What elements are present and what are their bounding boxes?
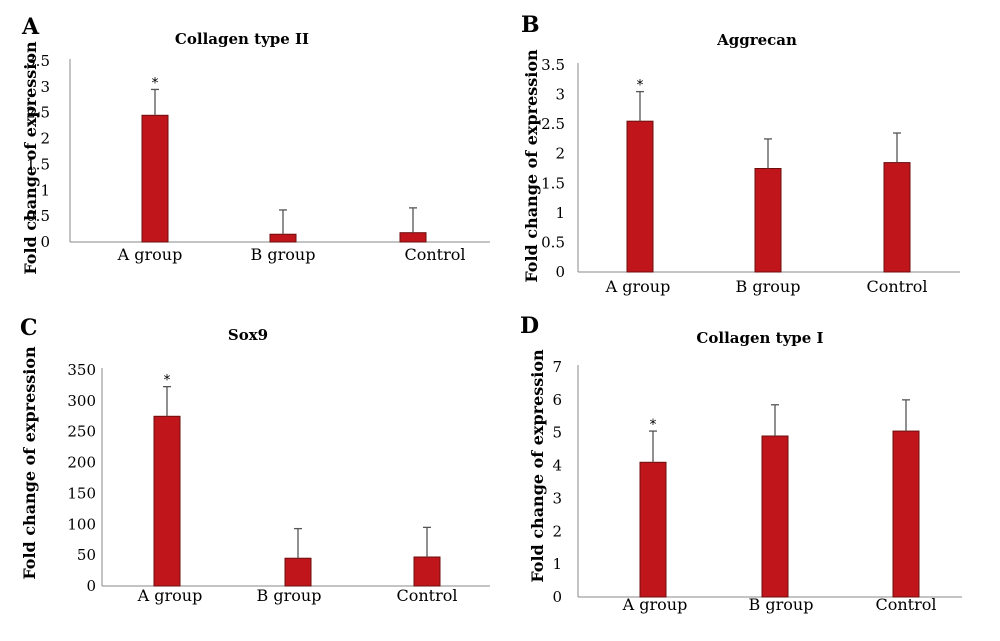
y-tick-label-d: 5 — [552, 424, 562, 442]
category-label-b-3: Control — [866, 277, 927, 296]
y-tick-label-d: 3 — [552, 489, 562, 507]
y-tick-label-a: 1.5 — [26, 155, 50, 173]
bar-b-3 — [883, 162, 911, 273]
y-tick-label-b: 3 — [555, 86, 565, 104]
bar-b-1 — [626, 120, 654, 273]
bar-c-2 — [284, 557, 312, 587]
bar-a-1 — [141, 114, 169, 243]
y-tick-label-b: 0.5 — [541, 233, 565, 251]
y-tick-label-a: 1 — [40, 181, 50, 199]
y-axis-label-d: Fold change of expression — [528, 349, 547, 583]
y-tick-label-d: 7 — [552, 358, 562, 376]
y-tick-label-b: 1.5 — [541, 174, 565, 192]
y-tick-label-d: 1 — [552, 555, 562, 573]
y-tick-label-a: 2 — [40, 130, 50, 148]
category-label-b-2: B group — [736, 277, 801, 296]
category-label-d-2: B group — [749, 595, 814, 614]
y-tick-label-c: 0 — [86, 577, 96, 595]
y-axis-label-b: Fold change of expression — [522, 49, 541, 283]
bar-d-2 — [761, 435, 789, 598]
panel-letter-a: A — [21, 14, 40, 40]
significance-marker-a: * — [152, 75, 159, 91]
significance-marker-d: * — [650, 417, 657, 433]
y-tick-label-c: 200 — [67, 454, 96, 472]
y-tick-label-c: 100 — [67, 515, 96, 533]
y-tick-label-d: 2 — [552, 522, 562, 540]
y-tick-label-d: 0 — [552, 588, 562, 606]
y-tick-label-b: 0 — [555, 263, 565, 281]
y-tick-label-d: 6 — [552, 391, 562, 409]
bar-b-2 — [754, 168, 782, 273]
chart-panel-c: C Sox9 Fold change of expression 0 50 100 150 2… — [20, 315, 490, 605]
y-tick-label-c: 50 — [77, 546, 96, 564]
chart-title-c: Sox9 — [228, 326, 268, 344]
y-tick-label-c: 250 — [67, 423, 96, 441]
bar-c-1 — [153, 415, 181, 587]
category-label-d-3: Control — [875, 595, 936, 614]
chart-panel-b: B Aggrecan Fold change of expression 0 0.5 1 1… — [521, 12, 960, 296]
significance-marker-b: * — [637, 78, 644, 94]
category-label-b-1: A group — [605, 277, 671, 296]
y-tick-label-c: 150 — [67, 484, 96, 502]
category-label-d-1: A group — [622, 595, 688, 614]
bar-c-3 — [413, 556, 441, 587]
y-tick-label-a: 3 — [40, 78, 50, 96]
y-axis-label-a: Fold change of expression — [21, 41, 40, 275]
y-tick-label-b: 2.5 — [541, 115, 565, 133]
y-tick-label-b: 1 — [555, 204, 565, 222]
y-tick-label-a: 2.5 — [26, 104, 50, 122]
bar-a-2 — [269, 233, 297, 243]
category-label-a-2: B group — [251, 245, 316, 264]
significance-marker-c: * — [164, 373, 171, 389]
category-label-c-3: Control — [396, 586, 457, 605]
chart-title-a: Collagen type II — [175, 30, 309, 48]
y-tick-label-c: 350 — [67, 361, 96, 379]
chart-panel-d: D Collagen type I Fold change of expressio… — [520, 313, 962, 614]
chart-panel-a: A Collagen type II Fold change of expressi… — [21, 14, 490, 275]
category-label-c-1: A group — [137, 586, 203, 605]
bar-d-1 — [639, 461, 667, 598]
category-label-a-3: Control — [404, 245, 465, 264]
y-axis-label-c: Fold change of expression — [20, 346, 39, 580]
bar-a-3 — [399, 232, 427, 243]
bar-d-3 — [892, 430, 920, 598]
chart-title-b: Aggrecan — [716, 31, 797, 49]
chart-title-d: Collagen type I — [696, 329, 823, 347]
y-tick-label-b: 2 — [555, 145, 565, 163]
y-tick-label-d: 4 — [552, 457, 562, 475]
category-label-a-1: A group — [117, 245, 183, 264]
y-tick-label-a: 0 — [40, 233, 50, 251]
y-tick-label-a: 0.5 — [26, 207, 50, 225]
panel-letter-b: B — [521, 12, 540, 38]
panel-letter-d: D — [520, 313, 539, 339]
y-tick-label-a: 3.5 — [26, 52, 50, 70]
y-tick-label-b: 3.5 — [541, 56, 565, 74]
panel-letter-c: C — [20, 315, 38, 341]
y-tick-label-c: 300 — [67, 392, 96, 410]
category-label-c-2: B group — [257, 586, 322, 605]
